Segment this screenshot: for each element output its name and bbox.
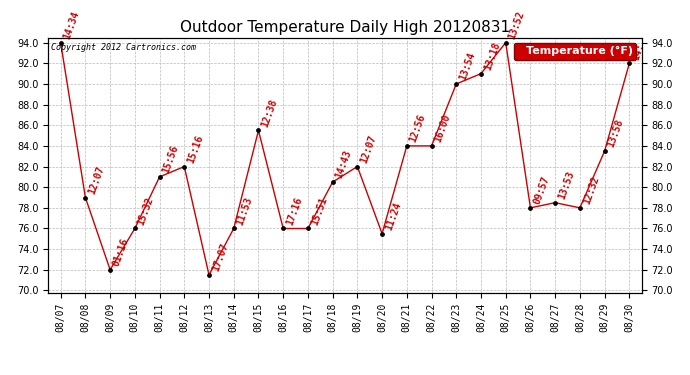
Text: 15:32: 15:32	[136, 195, 155, 226]
Text: 16:00: 16:00	[433, 113, 452, 144]
Text: 12:07: 12:07	[87, 164, 106, 195]
Text: 13:53: 13:53	[556, 170, 576, 201]
Point	[475, 70, 486, 76]
Point	[105, 267, 116, 273]
Text: 14:: 14:	[631, 41, 646, 61]
Point	[377, 231, 388, 237]
Text: 13:58: 13:58	[606, 118, 625, 149]
Point	[525, 205, 536, 211]
Point	[129, 225, 140, 231]
Point	[204, 272, 215, 278]
Point	[277, 225, 288, 231]
Text: 17:16: 17:16	[284, 195, 304, 226]
Text: 09:57: 09:57	[532, 175, 551, 206]
Text: 13:54: 13:54	[457, 51, 477, 82]
Text: 15:51: 15:51	[309, 195, 328, 226]
Point	[451, 81, 462, 87]
Text: 01:16: 01:16	[111, 237, 131, 268]
Text: 12:32: 12:32	[581, 175, 600, 206]
Text: 15:16: 15:16	[186, 134, 205, 165]
Point	[352, 164, 363, 170]
Text: 12:07: 12:07	[359, 134, 378, 165]
Point	[154, 174, 165, 180]
Point	[624, 60, 635, 66]
Point	[302, 225, 313, 231]
Point	[327, 179, 338, 185]
Text: 13:18: 13:18	[482, 40, 502, 72]
Point	[179, 164, 190, 170]
Text: Copyright 2012 Cartronics.com: Copyright 2012 Cartronics.com	[51, 43, 196, 52]
Text: 11:53: 11:53	[235, 195, 255, 226]
Text: 13:52: 13:52	[507, 10, 526, 40]
Title: Outdoor Temperature Daily High 20120831: Outdoor Temperature Daily High 20120831	[180, 20, 510, 35]
Point	[253, 128, 264, 134]
Point	[426, 143, 437, 149]
Text: 14:34: 14:34	[62, 10, 81, 40]
Point	[228, 225, 239, 231]
Text: 11:24: 11:24	[384, 201, 403, 232]
Point	[550, 200, 561, 206]
Text: 12:56: 12:56	[408, 113, 428, 144]
Text: 12:38: 12:38	[259, 98, 279, 128]
Point	[80, 195, 91, 201]
Legend: Temperature (°F): Temperature (°F)	[513, 43, 636, 60]
Point	[402, 143, 413, 149]
Text: 15:56: 15:56	[161, 144, 180, 175]
Point	[500, 40, 511, 46]
Text: 14:43: 14:43	[334, 149, 353, 180]
Point	[574, 205, 585, 211]
Point	[599, 148, 610, 154]
Point	[55, 40, 66, 46]
Text: 17:07: 17:07	[210, 242, 230, 273]
